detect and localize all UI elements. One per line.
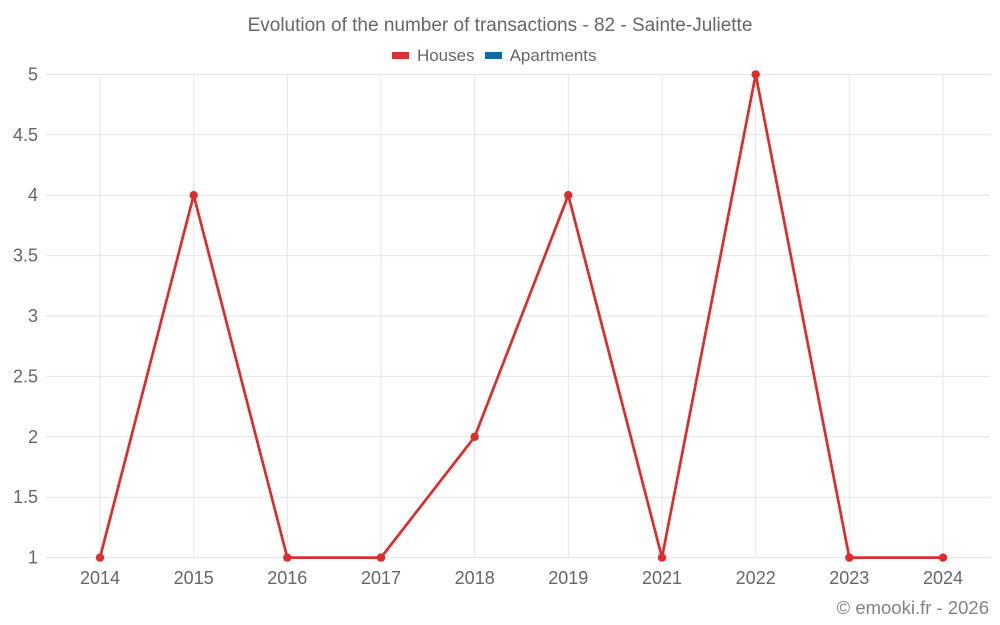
- svg-text:2023: 2023: [829, 568, 869, 588]
- svg-text:2016: 2016: [267, 568, 307, 588]
- svg-text:3.5: 3.5: [13, 246, 38, 266]
- svg-text:4.5: 4.5: [13, 125, 38, 145]
- svg-text:5: 5: [28, 64, 38, 84]
- svg-text:2022: 2022: [736, 568, 776, 588]
- svg-text:2018: 2018: [455, 568, 495, 588]
- svg-text:1: 1: [28, 548, 38, 568]
- svg-text:2021: 2021: [642, 568, 682, 588]
- svg-text:3: 3: [28, 306, 38, 326]
- svg-text:2019: 2019: [548, 568, 588, 588]
- svg-text:2017: 2017: [361, 568, 401, 588]
- svg-text:4: 4: [28, 185, 38, 205]
- svg-text:2.5: 2.5: [13, 366, 38, 386]
- svg-text:1.5: 1.5: [13, 487, 38, 507]
- svg-text:2: 2: [28, 427, 38, 447]
- svg-text:2015: 2015: [174, 568, 214, 588]
- svg-text:2014: 2014: [80, 568, 120, 588]
- svg-text:2024: 2024: [923, 568, 963, 588]
